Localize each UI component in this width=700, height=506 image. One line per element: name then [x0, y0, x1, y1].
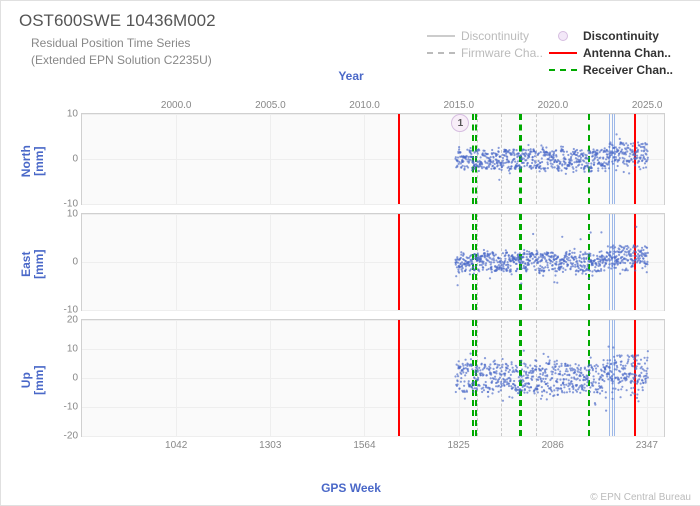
xtick-week: 1825 — [447, 440, 469, 451]
ytick: 20 — [67, 315, 82, 326]
page-title: OST600SWE 10436M002 — [19, 11, 216, 31]
xtick-week: 2347 — [636, 440, 658, 451]
ytick: -10 — [64, 402, 82, 413]
panel-north: -100102000.02005.02010.02015.02020.02025… — [81, 113, 665, 205]
axis-title-year: Year — [1, 69, 700, 83]
subtitle: Residual Position Time Series (Extended … — [31, 35, 212, 69]
xtick-week: 1042 — [165, 440, 187, 451]
y-axis-label-north: North[mm] — [20, 141, 46, 181]
ytick: 0 — [72, 373, 82, 384]
subtitle-line2: (Extended EPN Solution C2235U) — [31, 53, 212, 67]
xtick-year: 2005.0 — [255, 100, 286, 111]
y-axis-label-up: Up[mm] — [20, 360, 46, 400]
ytick: 10 — [67, 209, 82, 220]
legend-swatch-firmware — [427, 52, 455, 54]
xtick-week: 1564 — [353, 440, 375, 451]
panel-east: -10010 — [81, 213, 665, 311]
legend-swatch-disc-gray — [427, 35, 455, 37]
legend-label-antenna: Antenna Chan.. — [583, 46, 673, 60]
legend-label-disc-gray: Discontinuity — [461, 29, 543, 43]
xtick-week: 1303 — [259, 440, 281, 451]
ytick: 10 — [67, 109, 82, 120]
xtick-week: 2086 — [542, 440, 564, 451]
y-axis-label-east: East[mm] — [20, 244, 46, 284]
xtick-year: 2000.0 — [161, 100, 192, 111]
discontinuity-marker: 1 — [451, 114, 469, 132]
xtick-year: 2015.0 — [443, 100, 474, 111]
legend-swatch-disc-point — [549, 30, 577, 42]
legend-label-disc-bold: Discontinuity — [583, 29, 673, 43]
ytick: 0 — [72, 154, 82, 165]
ytick: 10 — [67, 344, 82, 355]
panel-up: -20-1001020104213031564182520862347 — [81, 319, 665, 437]
legend-label-firmware: Firmware Cha.. — [461, 46, 543, 60]
xtick-year: 2025.0 — [632, 100, 663, 111]
ytick: -20 — [64, 431, 82, 442]
xtick-year: 2010.0 — [349, 100, 380, 111]
legend-swatch-antenna — [549, 52, 577, 54]
subtitle-line1: Residual Position Time Series — [31, 36, 190, 50]
credit: © EPN Central Bureau — [590, 492, 691, 503]
xtick-year: 2020.0 — [538, 100, 569, 111]
ytick: 0 — [72, 257, 82, 268]
